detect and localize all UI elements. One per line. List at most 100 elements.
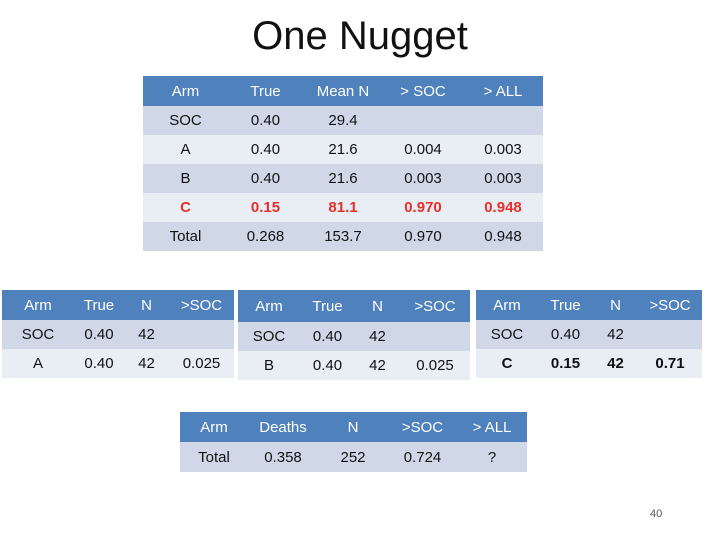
table-cell: 0.025 bbox=[400, 351, 470, 380]
table-cell: 0.40 bbox=[538, 320, 593, 349]
table-cell bbox=[638, 320, 702, 349]
header-cell: Arm bbox=[180, 412, 248, 442]
highlighted-row: C 0.15 81.1 0.970 0.948 bbox=[143, 193, 543, 222]
table-cell: 0.003 bbox=[463, 135, 543, 164]
table-row: SOC 0.40 42 bbox=[2, 320, 234, 349]
table-cell: Total bbox=[143, 222, 228, 251]
table-cell bbox=[400, 322, 470, 351]
table-cell: 0.948 bbox=[463, 193, 543, 222]
table-cell bbox=[383, 106, 463, 135]
table-cell: 0.268 bbox=[228, 222, 303, 251]
table-cell: 42 bbox=[355, 351, 400, 380]
arm-b-table: Arm True N >SOC SOC 0.40 42 B 0.40 42 0.… bbox=[238, 290, 470, 380]
header-cell: N bbox=[355, 290, 400, 322]
slide-title: One Nugget bbox=[252, 14, 468, 58]
arm-a-table: Arm True N >SOC SOC 0.40 42 A 0.40 42 0.… bbox=[2, 290, 234, 378]
header-cell: Arm bbox=[238, 290, 300, 322]
table-cell: 0.40 bbox=[74, 349, 124, 378]
table-row: A 0.40 21.6 0.004 0.003 bbox=[143, 135, 543, 164]
table-cell: 0.025 bbox=[169, 349, 234, 378]
table-row: SOC 0.40 42 bbox=[238, 322, 470, 351]
table-cell: 0.970 bbox=[383, 193, 463, 222]
table-row: SOC 0.40 29.4 bbox=[143, 106, 543, 135]
table-row: C 0.15 42 0.71 bbox=[476, 349, 702, 378]
table-cell: 0.40 bbox=[300, 351, 355, 380]
table-cell: 42 bbox=[124, 349, 169, 378]
table-cell: 81.1 bbox=[303, 193, 383, 222]
table-cell: 153.7 bbox=[303, 222, 383, 251]
table-row: B 0.40 42 0.025 bbox=[238, 351, 470, 380]
page-number: 40 bbox=[650, 508, 663, 520]
table-cell: 0.15 bbox=[228, 193, 303, 222]
table-cell: 0.40 bbox=[228, 164, 303, 193]
table-cell bbox=[463, 106, 543, 135]
header-cell: Arm bbox=[2, 290, 74, 320]
table-header-row: Arm Deaths N >SOC > ALL bbox=[180, 412, 527, 442]
table-cell: SOC bbox=[476, 320, 538, 349]
table-cell: 42 bbox=[124, 320, 169, 349]
table-header-row: Arm True N >SOC bbox=[238, 290, 470, 322]
table-cell: C bbox=[143, 193, 228, 222]
table-cell: A bbox=[143, 135, 228, 164]
header-cell: >SOC bbox=[388, 412, 457, 442]
table-row: SOC 0.40 42 bbox=[476, 320, 702, 349]
table-cell: ? bbox=[457, 442, 527, 472]
table-cell: 42 bbox=[593, 320, 638, 349]
header-cell: Arm bbox=[143, 76, 228, 106]
table-cell: C bbox=[476, 349, 538, 378]
table-cell: B bbox=[238, 351, 300, 380]
header-cell: Mean N bbox=[303, 76, 383, 106]
table-cell: 0.40 bbox=[74, 320, 124, 349]
header-cell: True bbox=[228, 76, 303, 106]
header-cell: > ALL bbox=[463, 76, 543, 106]
table-cell: 42 bbox=[355, 322, 400, 351]
header-cell: N bbox=[593, 290, 638, 320]
header-cell: > SOC bbox=[383, 76, 463, 106]
table-cell: 0.15 bbox=[538, 349, 593, 378]
table-cell: 42 bbox=[593, 349, 638, 378]
header-cell: True bbox=[300, 290, 355, 322]
header-cell: True bbox=[538, 290, 593, 320]
table-cell: 21.6 bbox=[303, 164, 383, 193]
table-header-row: Arm True Mean N > SOC > ALL bbox=[143, 76, 543, 106]
table-cell: 29.4 bbox=[303, 106, 383, 135]
table-cell: SOC bbox=[238, 322, 300, 351]
table-row: Total 0.358 252 0.724 ? bbox=[180, 442, 527, 472]
table-cell: A bbox=[2, 349, 74, 378]
arm-c-table: Arm True N >SOC SOC 0.40 42 C 0.15 42 0.… bbox=[476, 290, 702, 378]
table-cell: 0.724 bbox=[388, 442, 457, 472]
table-cell: 252 bbox=[318, 442, 388, 472]
table-cell: 0.004 bbox=[383, 135, 463, 164]
table-row: A 0.40 42 0.025 bbox=[2, 349, 234, 378]
table-cell: Total bbox=[180, 442, 248, 472]
table-cell: 0.970 bbox=[383, 222, 463, 251]
table-cell bbox=[169, 320, 234, 349]
header-cell: Deaths bbox=[248, 412, 318, 442]
table-cell: 0.40 bbox=[300, 322, 355, 351]
header-cell: > ALL bbox=[457, 412, 527, 442]
header-cell: >SOC bbox=[169, 290, 234, 320]
header-cell: True bbox=[74, 290, 124, 320]
table-cell: 0.003 bbox=[463, 164, 543, 193]
table-cell: 0.003 bbox=[383, 164, 463, 193]
table-cell: SOC bbox=[2, 320, 74, 349]
table-cell: SOC bbox=[143, 106, 228, 135]
header-cell: Arm bbox=[476, 290, 538, 320]
total-row: Total 0.268 153.7 0.970 0.948 bbox=[143, 222, 543, 251]
table-cell: 0.71 bbox=[638, 349, 702, 378]
header-cell: N bbox=[318, 412, 388, 442]
table-cell: 0.40 bbox=[228, 106, 303, 135]
table-cell: 0.40 bbox=[228, 135, 303, 164]
header-cell: >SOC bbox=[638, 290, 702, 320]
table-cell: 0.948 bbox=[463, 222, 543, 251]
main-results-table: Arm True Mean N > SOC > ALL SOC 0.40 29.… bbox=[143, 76, 543, 251]
header-cell: >SOC bbox=[400, 290, 470, 322]
header-cell: N bbox=[124, 290, 169, 320]
table-cell: 21.6 bbox=[303, 135, 383, 164]
table-cell: 0.358 bbox=[248, 442, 318, 472]
table-row: B 0.40 21.6 0.003 0.003 bbox=[143, 164, 543, 193]
table-cell: B bbox=[143, 164, 228, 193]
total-deaths-table: Arm Deaths N >SOC > ALL Total 0.358 252 … bbox=[180, 412, 527, 472]
table-header-row: Arm True N >SOC bbox=[476, 290, 702, 320]
table-header-row: Arm True N >SOC bbox=[2, 290, 234, 320]
